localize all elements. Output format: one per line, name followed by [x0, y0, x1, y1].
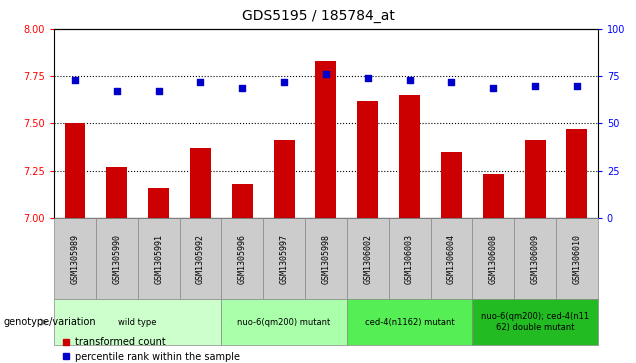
- Bar: [64, 123, 85, 218]
- Bar: [221, 299, 347, 345]
- Bar: [357, 101, 378, 218]
- Bar: [347, 218, 389, 299]
- Bar: [305, 218, 347, 299]
- Bar: [106, 167, 127, 218]
- Text: wild type: wild type: [118, 318, 157, 327]
- Text: GSM1305992: GSM1305992: [196, 234, 205, 284]
- Bar: [514, 218, 556, 299]
- Bar: [567, 129, 588, 218]
- Bar: [473, 218, 514, 299]
- Bar: [148, 188, 169, 218]
- Bar: [315, 61, 336, 218]
- Bar: [138, 218, 179, 299]
- Point: [153, 89, 163, 94]
- Legend: transformed count, percentile rank within the sample: transformed count, percentile rank withi…: [62, 337, 240, 362]
- Point: [279, 79, 289, 85]
- Text: GSM1305991: GSM1305991: [154, 234, 163, 284]
- Bar: [347, 299, 473, 345]
- Bar: [525, 140, 546, 218]
- Text: GSM1306009: GSM1306009: [530, 234, 539, 284]
- Point: [195, 79, 205, 85]
- Bar: [96, 218, 138, 299]
- Bar: [441, 152, 462, 218]
- Bar: [232, 184, 252, 218]
- Text: GSM1305997: GSM1305997: [280, 234, 289, 284]
- Text: GSM1305998: GSM1305998: [321, 234, 331, 284]
- Text: GSM1306002: GSM1306002: [363, 234, 372, 284]
- Point: [488, 85, 499, 90]
- Text: GSM1306003: GSM1306003: [405, 234, 414, 284]
- Point: [363, 75, 373, 81]
- Bar: [54, 218, 96, 299]
- Text: GSM1305996: GSM1305996: [238, 234, 247, 284]
- Bar: [483, 174, 504, 218]
- Bar: [273, 140, 294, 218]
- Bar: [431, 218, 473, 299]
- Text: GDS5195 / 185784_at: GDS5195 / 185784_at: [242, 9, 394, 23]
- Text: genotype/variation: genotype/variation: [3, 317, 96, 327]
- Point: [237, 85, 247, 90]
- Text: GSM1305990: GSM1305990: [113, 234, 121, 284]
- Bar: [556, 218, 598, 299]
- Point: [530, 83, 540, 89]
- Point: [572, 83, 582, 89]
- Text: GSM1305989: GSM1305989: [71, 234, 80, 284]
- Bar: [263, 218, 305, 299]
- Point: [321, 72, 331, 77]
- Point: [70, 77, 80, 83]
- Text: GSM1306004: GSM1306004: [447, 234, 456, 284]
- Text: nuo-6(qm200) mutant: nuo-6(qm200) mutant: [237, 318, 331, 327]
- Text: ced-4(n1162) mutant: ced-4(n1162) mutant: [365, 318, 454, 327]
- Text: GSM1306008: GSM1306008: [489, 234, 498, 284]
- Text: GSM1306010: GSM1306010: [572, 234, 581, 284]
- Bar: [389, 218, 431, 299]
- Bar: [179, 218, 221, 299]
- Bar: [190, 148, 211, 218]
- Bar: [54, 299, 221, 345]
- Point: [112, 89, 122, 94]
- Point: [404, 77, 415, 83]
- Bar: [473, 299, 598, 345]
- Point: [446, 79, 457, 85]
- Bar: [399, 95, 420, 218]
- Text: nuo-6(qm200); ced-4(n11
62) double mutant: nuo-6(qm200); ced-4(n11 62) double mutan…: [481, 313, 589, 332]
- Bar: [221, 218, 263, 299]
